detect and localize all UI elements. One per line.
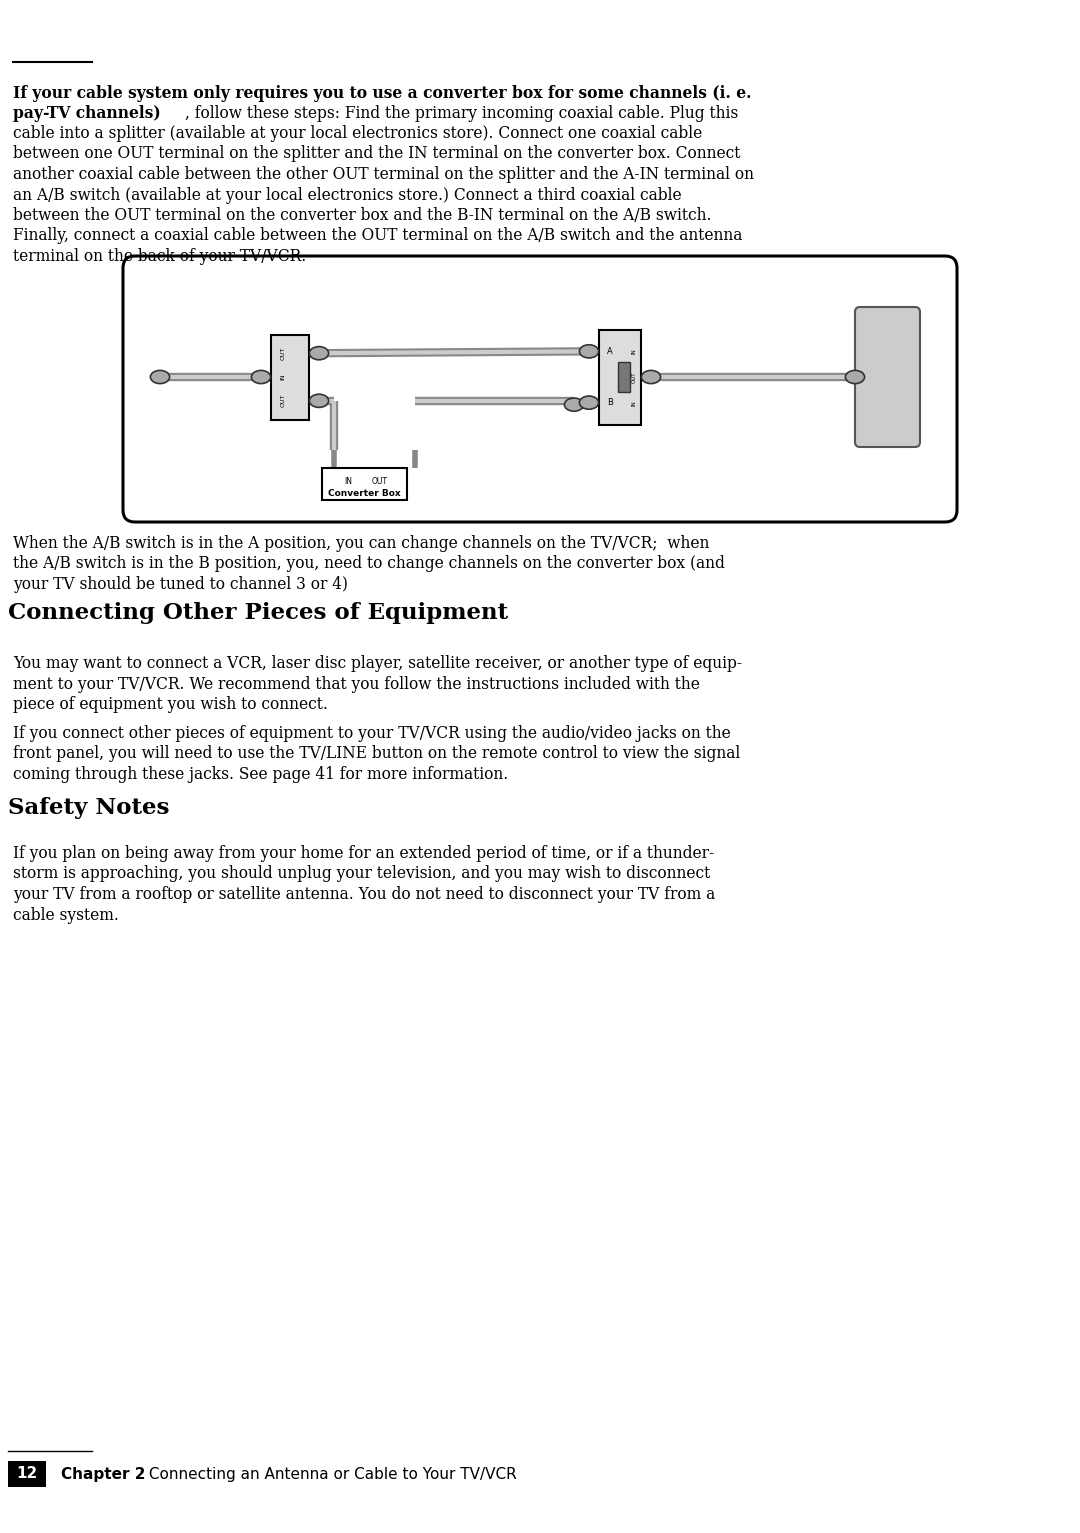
Text: IN: IN	[632, 400, 636, 406]
Text: terminal on the back of your TV/VCR.: terminal on the back of your TV/VCR.	[13, 248, 307, 265]
Text: storm is approaching, you should unplug your television, and you may wish to dis: storm is approaching, you should unplug …	[13, 866, 711, 883]
Ellipse shape	[309, 346, 328, 360]
Text: A: A	[607, 346, 612, 356]
Text: When the A/B switch is in the A position, you can change channels on the TV/VCR;: When the A/B switch is in the A position…	[13, 535, 710, 552]
Bar	[271, 334, 309, 420]
Text: Finally, connect a coaxial cable between the OUT terminal on the A/B switch and : Finally, connect a coaxial cable between…	[13, 227, 743, 244]
Text: between one OUT terminal on the splitter and the IN terminal on the converter bo: between one OUT terminal on the splitter…	[13, 146, 741, 162]
Text: your TV should be tuned to channel 3 or 4): your TV should be tuned to channel 3 or …	[13, 576, 348, 593]
Text: another coaxial cable between the other OUT terminal on the splitter and the A-I: another coaxial cable between the other …	[13, 166, 754, 182]
Text: the A/B switch is in the B position, you, need to change channels on the convert: the A/B switch is in the B position, you…	[13, 555, 725, 572]
Text: OUT: OUT	[632, 371, 636, 383]
Ellipse shape	[309, 394, 328, 408]
Text: an A/B switch (available at your local electronics store.) Connect a third coaxi: an A/B switch (available at your local e…	[13, 187, 681, 204]
Text: Safety Notes: Safety Notes	[9, 797, 170, 819]
Text: OUT: OUT	[281, 346, 285, 360]
Text: coming through these jacks. See page 41 for more information.: coming through these jacks. See page 41 …	[13, 766, 509, 783]
Ellipse shape	[252, 371, 271, 383]
Text: Connecting Other Pieces of Equipment: Connecting Other Pieces of Equipment	[9, 602, 509, 624]
Text: You may want to connect a VCR, laser disc player, satellite receiver, or another: You may want to connect a VCR, laser dis…	[13, 655, 742, 671]
Text: cable into a splitter (available at your local electronics store). Connect one c: cable into a splitter (available at your…	[13, 126, 702, 143]
Text: IN: IN	[281, 374, 285, 380]
Text: OUT: OUT	[281, 394, 285, 408]
Text: OUT: OUT	[372, 477, 388, 486]
Text: If you plan on being away from your home for an extended period of time, or if a: If you plan on being away from your home…	[13, 845, 714, 862]
Bar	[599, 330, 642, 425]
Text: IN: IN	[632, 348, 636, 354]
Text: Converter Box: Converter Box	[327, 489, 401, 498]
FancyBboxPatch shape	[855, 307, 920, 448]
Text: cable system.: cable system.	[13, 906, 119, 923]
Text: piece of equipment you wish to connect.: piece of equipment you wish to connect.	[13, 696, 328, 713]
Bar	[618, 362, 630, 392]
FancyBboxPatch shape	[123, 256, 957, 523]
Text: between the OUT terminal on the converter box and the B-IN terminal on the A/B s: between the OUT terminal on the converte…	[13, 207, 712, 224]
Ellipse shape	[642, 371, 661, 383]
Bar	[322, 468, 406, 500]
Text: 12: 12	[16, 1467, 38, 1481]
Ellipse shape	[150, 371, 170, 383]
Text: : Connecting an Antenna or Cable to Your TV/VCR: : Connecting an Antenna or Cable to Your…	[134, 1467, 517, 1481]
Text: your TV from a rooftop or satellite antenna. You do not need to disconnect your : your TV from a rooftop or satellite ante…	[13, 886, 715, 903]
Text: front panel, you will need to use the TV/LINE button on the remote control to vi: front panel, you will need to use the TV…	[13, 745, 741, 762]
Bar	[9, 1461, 46, 1487]
Text: If you connect other pieces of equipment to your TV/VCR using the audio/video ja: If you connect other pieces of equipment…	[13, 725, 731, 742]
Ellipse shape	[579, 396, 598, 409]
Ellipse shape	[565, 399, 583, 411]
Text: Chapter 2: Chapter 2	[62, 1467, 146, 1481]
Text: ment to your TV/VCR. We recommend that you follow the instructions included with: ment to your TV/VCR. We recommend that y…	[13, 676, 700, 693]
Ellipse shape	[579, 345, 598, 357]
Text: B: B	[607, 399, 613, 408]
Text: , follow these steps: Find the primary incoming coaxial cable. Plug this: , follow these steps: Find the primary i…	[185, 104, 739, 121]
Text: If your cable system only requires you to use a converter box for some channels : If your cable system only requires you t…	[13, 84, 752, 103]
Text: IN: IN	[345, 477, 353, 486]
Text: pay-TV channels): pay-TV channels)	[13, 104, 161, 121]
Ellipse shape	[846, 371, 865, 383]
